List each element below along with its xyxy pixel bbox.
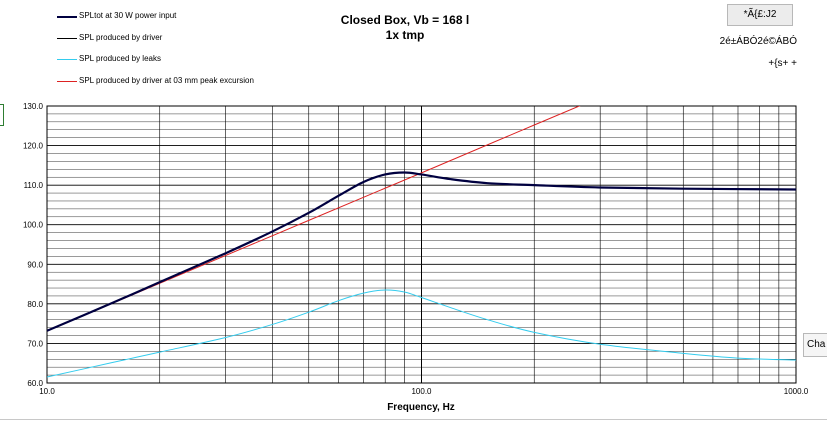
legend-swatch-excursion xyxy=(57,81,77,82)
legend-swatch-spltot xyxy=(57,16,77,18)
garbled-text-line-1: 2é±ÁBÓ2é©ÁBÓ xyxy=(719,36,797,47)
series-layer xyxy=(47,106,796,378)
y-tick-label: 70.0 xyxy=(27,339,43,348)
plot-border xyxy=(46,105,797,384)
legend-label-excursion: SPL produced by driver at 03 mm peak exc… xyxy=(79,76,254,85)
y-tick-label: 80.0 xyxy=(27,300,43,309)
y-tick-label: 120.0 xyxy=(23,142,44,151)
legend-swatch-leaks xyxy=(57,59,77,60)
y-tick-label: 60.0 xyxy=(27,379,43,388)
x-tick-label: 1000.0 xyxy=(784,387,809,396)
series-line-spltot xyxy=(47,171,796,332)
chart-title: Closed Box, Vb = 168 l xyxy=(340,13,470,27)
axis-labels: 60.0 70.0 80.0 90.0 100.0 110.0 120.0 130.0 10.0… xyxy=(23,102,809,396)
chart-subtitle: 1x tmp xyxy=(385,28,425,42)
y-tick-label: 90.0 xyxy=(27,260,43,269)
garbled-text-line-2: +{s+ + xyxy=(768,58,797,69)
x-axis-title: Frequency, Hz xyxy=(387,402,455,413)
corner-button[interactable]: *Ã{£:J2 xyxy=(727,4,793,26)
y-tick-label: 100.0 xyxy=(23,221,44,230)
side-tab[interactable]: Cha xyxy=(803,333,827,357)
legend-label-spltot: SPLtot at 30 W power input xyxy=(79,11,177,20)
legend-label-driver: SPL produced by driver xyxy=(79,33,163,42)
y-tick-label: 110.0 xyxy=(24,181,44,190)
x-tick-label: 100.0 xyxy=(411,387,432,396)
y-tick-label: 130.0 xyxy=(23,102,44,111)
series-line-leaks xyxy=(47,289,796,378)
left-edge-marker xyxy=(0,104,4,126)
legend-swatch-driver xyxy=(57,38,77,39)
legend-label-leaks: SPL produced by leaks xyxy=(79,54,161,63)
window-bottom-rule xyxy=(0,419,827,420)
grid-layer xyxy=(46,105,797,384)
x-tick-label: 10.0 xyxy=(39,387,55,396)
